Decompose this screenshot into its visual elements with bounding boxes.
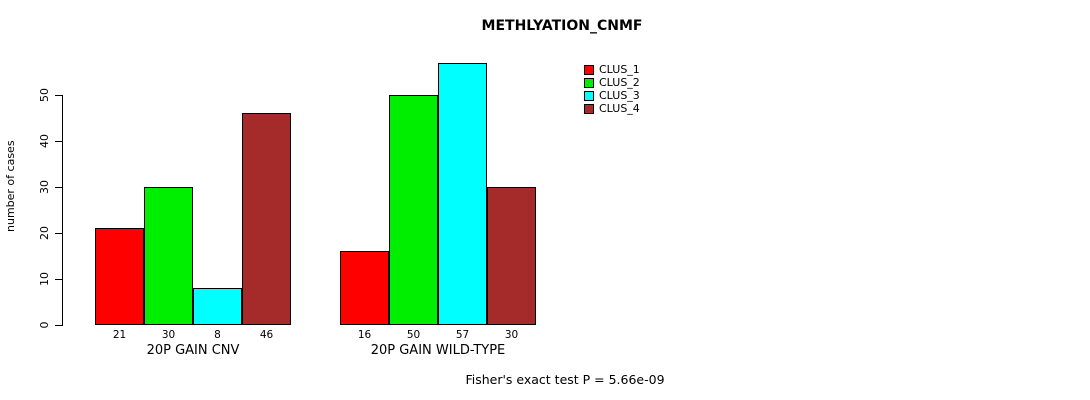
- annotation-text: Fisher's exact test P = 5.66e-09: [465, 372, 665, 387]
- chart-title: METHLYATION_CNMF: [481, 18, 643, 34]
- bar-clus_1-group2: [340, 251, 389, 325]
- y-tick-mark: [55, 141, 62, 142]
- legend-swatch-icon: [584, 64, 594, 75]
- y-axis-label: number of cases: [4, 140, 17, 232]
- bar-clus_3-group1: [193, 288, 242, 325]
- y-tick-label: 50: [37, 88, 51, 102]
- y-tick-mark: [55, 233, 62, 234]
- legend-label: CLUS_3: [599, 89, 640, 102]
- legend-swatch-icon: [584, 90, 594, 101]
- bar-value-label: 57: [455, 329, 470, 341]
- legend-swatch-icon: [584, 77, 594, 88]
- y-tick-label: 20: [37, 226, 51, 240]
- legend-label: CLUS_4: [599, 102, 640, 115]
- bar-clus_2-group2: [389, 95, 438, 325]
- y-tick-mark: [55, 279, 62, 280]
- y-tick-label: 30: [37, 180, 51, 194]
- bar-value-label: 50: [406, 329, 421, 341]
- bar-value-label: 8: [214, 329, 221, 341]
- bar-value-label: 46: [259, 329, 274, 341]
- bar-value-label: 30: [161, 329, 176, 341]
- y-tick-mark: [55, 325, 62, 326]
- legend-item-clus_2: CLUS_2: [584, 76, 640, 89]
- bar-clus_4-group1: [242, 113, 291, 325]
- y-tick-label: 10: [37, 272, 51, 286]
- x-axis-group-label: 20P GAIN WILD-TYPE: [370, 343, 506, 358]
- legend: CLUS_1 CLUS_2 CLUS_3 CLUS_4: [584, 63, 640, 115]
- legend-label: CLUS_2: [599, 76, 640, 89]
- legend-item-clus_1: CLUS_1: [584, 63, 640, 76]
- bar-clus_3-group2: [438, 62, 487, 325]
- x-axis-group-label: 20P GAIN CNV: [146, 343, 240, 358]
- y-tick-mark: [55, 95, 62, 96]
- y-tick-label: 40: [37, 134, 51, 148]
- legend-item-clus_3: CLUS_3: [584, 89, 640, 102]
- bar-value-label: 16: [357, 329, 372, 341]
- bar-value-label: 30: [504, 329, 519, 341]
- y-axis-line: [62, 95, 63, 326]
- bar-clus_4-group2: [487, 187, 536, 325]
- bar-clus_1-group1: [95, 228, 144, 325]
- y-tick-mark: [55, 187, 62, 188]
- bar-clus_2-group1: [144, 187, 193, 325]
- legend-label: CLUS_1: [599, 63, 640, 76]
- legend-swatch-icon: [584, 103, 594, 114]
- y-tick-label: 0: [37, 321, 51, 329]
- legend-item-clus_4: CLUS_4: [584, 102, 640, 115]
- bar-value-label: 21: [112, 329, 127, 341]
